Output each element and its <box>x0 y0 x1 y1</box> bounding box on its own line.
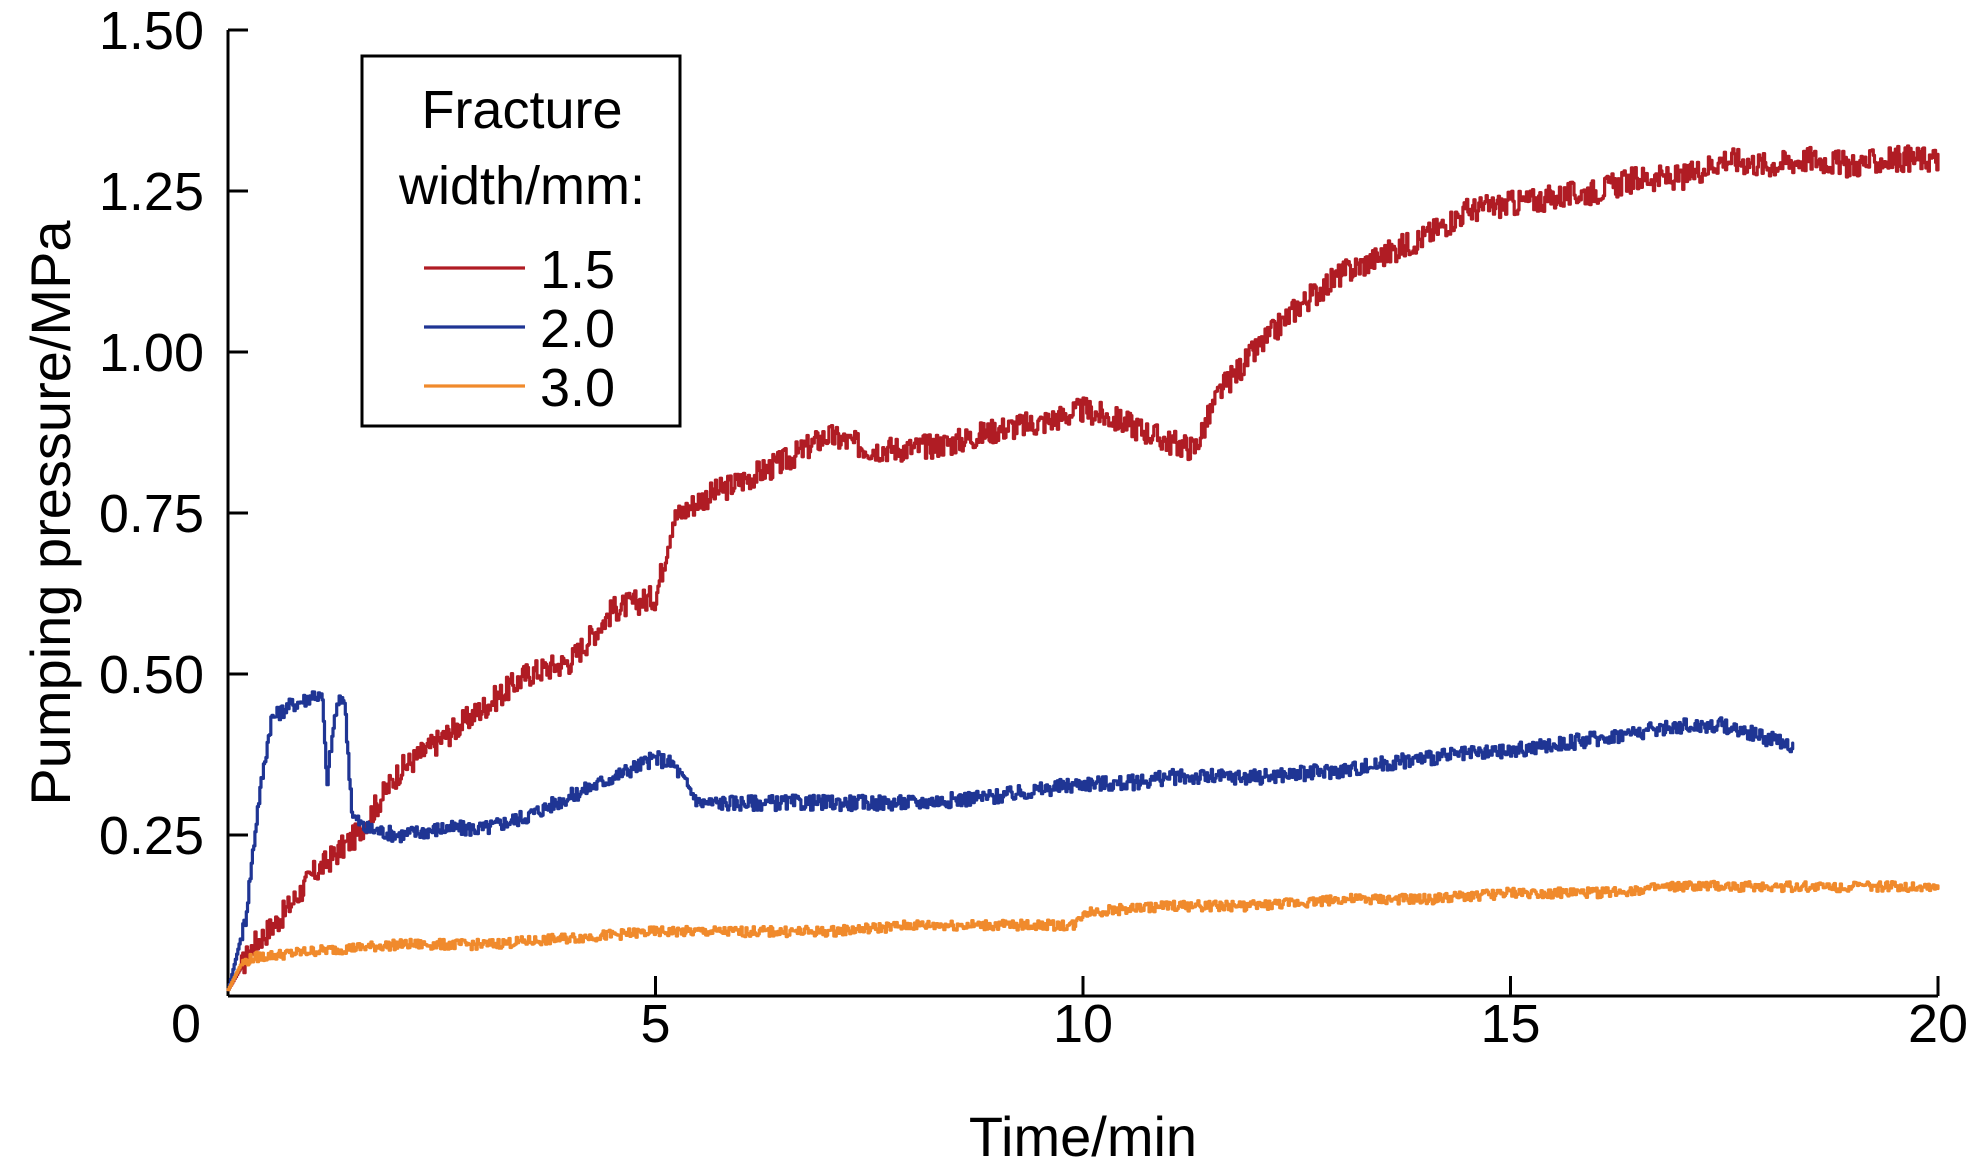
series-group <box>226 144 1940 992</box>
y-tick-label: 1.50 <box>99 1 204 61</box>
legend-entries: 1.52.03.0 <box>424 240 615 418</box>
legend-box <box>360 54 682 428</box>
y-tick-label: 0.75 <box>99 484 204 544</box>
x-tick-label: 5 <box>640 994 670 1054</box>
legend-title-line-1: Fracture <box>421 80 622 140</box>
y-tick-label: 1.00 <box>99 323 204 383</box>
x-axis-title: Time/min <box>969 1105 1197 1168</box>
y-tick-label: 1.25 <box>99 162 204 222</box>
y-ticks: 0.25 0.50 0.75 1.00 1.25 1.50 <box>99 1 248 866</box>
legend: Fracture width/mm: 1.52.03.0 <box>360 54 682 428</box>
series-line-2-0 <box>226 690 1795 992</box>
x-tick-label: 10 <box>1053 994 1113 1054</box>
x-ticks: 0 5 10 15 20 <box>171 976 1968 1054</box>
y-axis-title: Pumping pressure/MPa <box>19 220 82 806</box>
legend-label-1-5: 1.5 <box>540 240 615 300</box>
legend-label-2-0: 2.0 <box>540 299 615 359</box>
x-tick-label: 0 <box>171 994 201 1054</box>
series-line-3-0 <box>226 879 1940 992</box>
legend-label-3-0: 3.0 <box>540 358 615 418</box>
y-tick-label: 0.25 <box>99 806 204 866</box>
x-tick-label: 15 <box>1480 994 1540 1054</box>
x-tick-label: 20 <box>1908 994 1968 1054</box>
legend-title-line-2: width/mm: <box>398 156 645 216</box>
y-tick-label: 0.50 <box>99 645 204 705</box>
series-line-1-5 <box>226 144 1940 992</box>
